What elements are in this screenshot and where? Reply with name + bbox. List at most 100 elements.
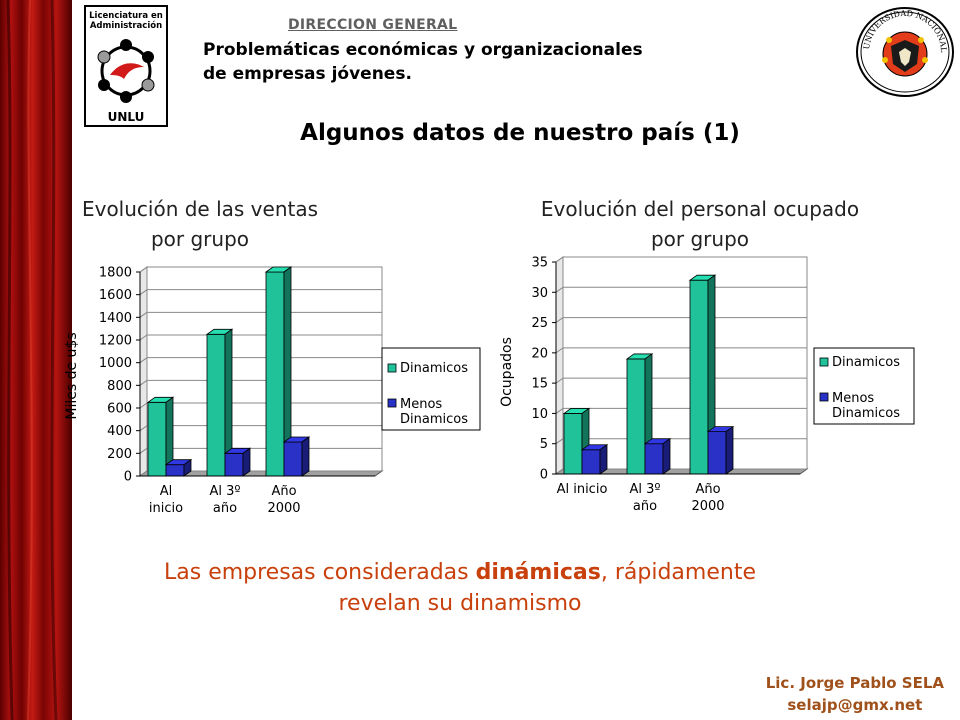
bar-dinamicos-2 (205, 328, 234, 477)
bar-front (224, 452, 244, 477)
gridline-side (555, 408, 564, 414)
gridline-side (139, 289, 148, 296)
bar-menos-dinamicos-2 (643, 437, 672, 475)
bar-side (662, 437, 671, 475)
chart-2: 0 5 10 15 20 25 30 35 Ocupados Al inicio Al 3º año A… (499, 256, 915, 514)
bar-front (265, 271, 285, 477)
gridline-side (139, 447, 148, 454)
bar-side (599, 443, 608, 475)
y-tick-label: 5 (540, 437, 548, 452)
bar-side (301, 436, 310, 477)
conclusion-line2: revelan su dinamismo (338, 591, 582, 616)
bar-front (206, 333, 226, 477)
y-tick-label: 600 (107, 402, 132, 417)
legend-box (381, 347, 481, 431)
plot-back-wall (562, 256, 808, 470)
chart1-title-line1: Evolución de las ventas (81, 197, 319, 221)
chart2-title-line1: Evolución del personal ocupado (540, 197, 860, 221)
bar-menos-dinamicos-2 (223, 447, 252, 477)
gridline-side (139, 357, 148, 364)
unlu-administracion-logo: Licenciatura en Administración UNLU (84, 5, 168, 127)
x-category-label: Año (695, 482, 720, 497)
y-axis-label: Miles de u$s (64, 332, 80, 419)
y-tick-label: 1000 (99, 356, 132, 371)
red-curtain-decoration (0, 0, 72, 720)
gridline-side (555, 256, 564, 263)
bar-front (626, 358, 646, 475)
gridline-side (139, 425, 148, 432)
bar-front (147, 401, 167, 477)
y-tick-label: 800 (107, 379, 132, 394)
y-tick-label: 1400 (99, 311, 132, 326)
bar-front (283, 441, 303, 477)
y-tick-label: 0 (540, 468, 548, 483)
y-tick-label: 1600 (99, 288, 132, 303)
logo-text-line2: Administración (90, 20, 162, 31)
y-tick-label: 15 (531, 377, 548, 392)
logo-text-unlu: UNLU (108, 110, 145, 124)
x-category-label: Al (160, 484, 173, 499)
legend-swatch (387, 363, 397, 373)
gridline-side (555, 377, 564, 384)
header-subtitle-line2: de empresas jóvenes. (203, 64, 412, 84)
legend-box (813, 347, 915, 425)
gridline-side (139, 470, 148, 477)
x-category-label: Año (271, 484, 296, 499)
gridline-side (555, 347, 564, 354)
bar-side (242, 447, 251, 477)
y-tick-label: 30 (531, 286, 548, 301)
y-tick-label: 25 (531, 316, 548, 331)
bar-menos-dinamicos-3 (706, 425, 735, 475)
bar-front (644, 443, 664, 475)
gridline-side (555, 468, 564, 475)
gridline-side (555, 438, 564, 445)
x-category-label: año (213, 501, 237, 516)
conclusion-after: , rápidamente (600, 560, 756, 585)
x-category-label: Al inicio (557, 482, 608, 497)
conclusion-text: Las empresas consideradas dinámicas, ráp… (120, 557, 800, 619)
legend-label: Menos (832, 391, 874, 406)
bar-side (183, 458, 192, 477)
bar-front (165, 464, 185, 477)
bar-front (563, 413, 583, 475)
chart-1: 0 200 400 600 800 1000 1200 1400 1600 1800 Miles d… (64, 266, 481, 516)
author-email: selajp@gmx.net (787, 696, 923, 714)
y-axis-label: Ocupados (499, 337, 515, 407)
conclusion-bold-word: dinámicas (475, 560, 601, 585)
gridline-side (555, 317, 564, 323)
chart1-title: Evolución de las ventas por grupo (60, 194, 340, 254)
logo-text-line1: Licenciatura en (89, 11, 163, 21)
bar-side (725, 425, 734, 475)
y-tick-label: 400 (107, 424, 132, 439)
conclusion-before: Las empresas consideradas (164, 560, 476, 585)
legend-label: Dinamicos (400, 412, 468, 427)
plot-side-wall (139, 266, 148, 477)
bar-front (707, 431, 727, 475)
y-tick-label: 10 (531, 407, 548, 422)
y-tick-label: 200 (107, 447, 132, 462)
conclusion-line1: Las empresas consideradas dinámicas, ráp… (120, 557, 800, 588)
header-organization: DIRECCION GENERAL (288, 17, 458, 33)
bar-menos-dinamicos-1 (580, 443, 609, 475)
chart2-title: Evolución del personal ocupado por grupo (510, 194, 890, 254)
gridline-side (555, 286, 564, 293)
legend-swatch (387, 398, 397, 408)
author-name: Lic. Jorge Pablo SELA (765, 674, 944, 692)
legend-label: Dinamicos (832, 355, 900, 370)
chart1-title-line2: por grupo (150, 227, 250, 251)
legend-label: Menos (400, 397, 442, 412)
y-tick-label: 1800 (99, 266, 132, 281)
y-tick-label: 0 (124, 470, 132, 485)
y-tick-label: 1200 (99, 334, 132, 349)
legend-swatch (819, 357, 829, 367)
x-category-label: año (633, 499, 657, 514)
bar-menos-dinamicos-1 (164, 458, 193, 477)
gridline-side (139, 334, 148, 341)
x-category-label: 2000 (267, 501, 300, 516)
y-tick-label: 35 (531, 256, 548, 271)
bar-dinamicos-3 (264, 266, 293, 477)
chart2-title-line2: por grupo (650, 227, 750, 251)
